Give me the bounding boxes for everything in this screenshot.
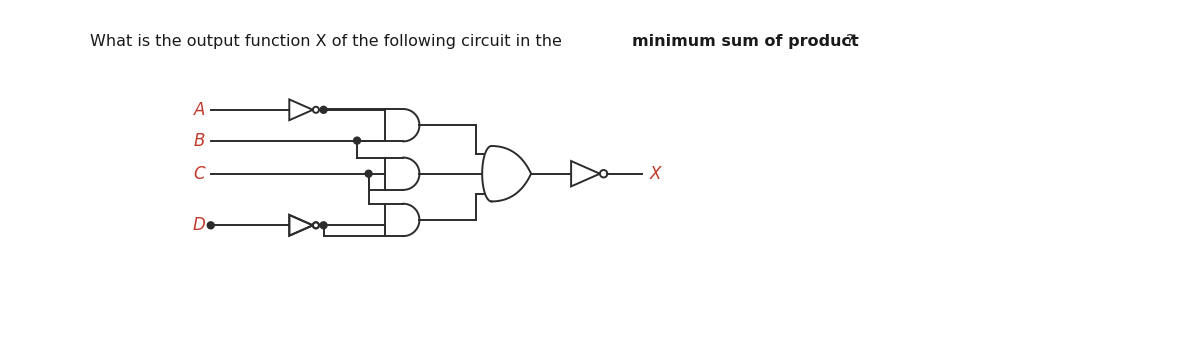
Text: What is the output function X of the following circuit in the: What is the output function X of the fol… xyxy=(90,34,568,50)
Circle shape xyxy=(320,222,328,229)
Circle shape xyxy=(208,222,215,229)
Circle shape xyxy=(365,170,372,177)
Text: D: D xyxy=(193,216,205,234)
Text: A: A xyxy=(194,101,205,119)
Text: B: B xyxy=(194,132,205,150)
Text: X: X xyxy=(649,165,661,183)
Text: C: C xyxy=(193,165,205,183)
Circle shape xyxy=(354,137,360,144)
Text: ?: ? xyxy=(846,34,854,50)
Circle shape xyxy=(320,106,328,113)
Text: minimum sum of product: minimum sum of product xyxy=(632,34,859,50)
